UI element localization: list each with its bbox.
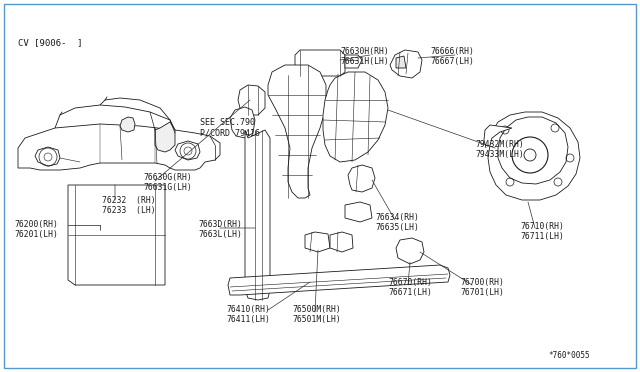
Text: CV [9006-  ]: CV [9006- ] (18, 38, 83, 47)
Polygon shape (396, 238, 424, 264)
Polygon shape (245, 130, 270, 300)
Polygon shape (498, 117, 568, 184)
Text: 76410(RH)
76411(LH): 76410(RH) 76411(LH) (226, 305, 270, 324)
Text: 76710(RH)
76711(LH): 76710(RH) 76711(LH) (520, 222, 564, 241)
Text: 76630G(RH)
76631G(LH): 76630G(RH) 76631G(LH) (143, 173, 192, 192)
Text: 76670(RH)
76671(LH): 76670(RH) 76671(LH) (388, 278, 432, 297)
Polygon shape (120, 117, 135, 132)
Circle shape (524, 149, 536, 161)
Polygon shape (228, 265, 450, 295)
Polygon shape (68, 185, 165, 285)
Polygon shape (230, 107, 255, 138)
Polygon shape (295, 50, 345, 76)
Text: 76500M(RH)
76501M(LH): 76500M(RH) 76501M(LH) (292, 305, 340, 324)
Polygon shape (268, 65, 326, 198)
Polygon shape (330, 232, 353, 252)
Polygon shape (323, 72, 388, 162)
Polygon shape (396, 56, 406, 68)
Polygon shape (484, 125, 512, 148)
Text: SEE SEC.790
P/CORD 79416: SEE SEC.790 P/CORD 79416 (200, 118, 260, 137)
Polygon shape (390, 50, 422, 78)
Polygon shape (345, 55, 362, 68)
Text: 76630H(RH)
76631H(LH): 76630H(RH) 76631H(LH) (340, 47, 388, 66)
Text: 79432M(RH)
79433M(LH): 79432M(RH) 79433M(LH) (475, 140, 524, 159)
Text: 76666(RH)
76667(LH): 76666(RH) 76667(LH) (430, 47, 474, 66)
Polygon shape (345, 202, 372, 222)
Polygon shape (155, 122, 175, 152)
Polygon shape (305, 232, 330, 252)
Polygon shape (175, 141, 200, 160)
Polygon shape (18, 124, 220, 170)
Polygon shape (348, 165, 375, 192)
Text: 76200(RH)
76201(LH): 76200(RH) 76201(LH) (14, 220, 58, 240)
Polygon shape (488, 112, 580, 200)
Text: *760*0055: *760*0055 (548, 351, 590, 360)
Polygon shape (35, 147, 60, 166)
Text: 76232  (RH)
76233  (LH): 76232 (RH) 76233 (LH) (102, 196, 156, 215)
Text: 76634(RH)
76635(LH): 76634(RH) 76635(LH) (375, 213, 419, 232)
Text: 76700(RH)
76701(LH): 76700(RH) 76701(LH) (460, 278, 504, 297)
Text: 7663D(RH)
7663L(LH): 7663D(RH) 7663L(LH) (198, 220, 242, 240)
Polygon shape (238, 85, 265, 115)
